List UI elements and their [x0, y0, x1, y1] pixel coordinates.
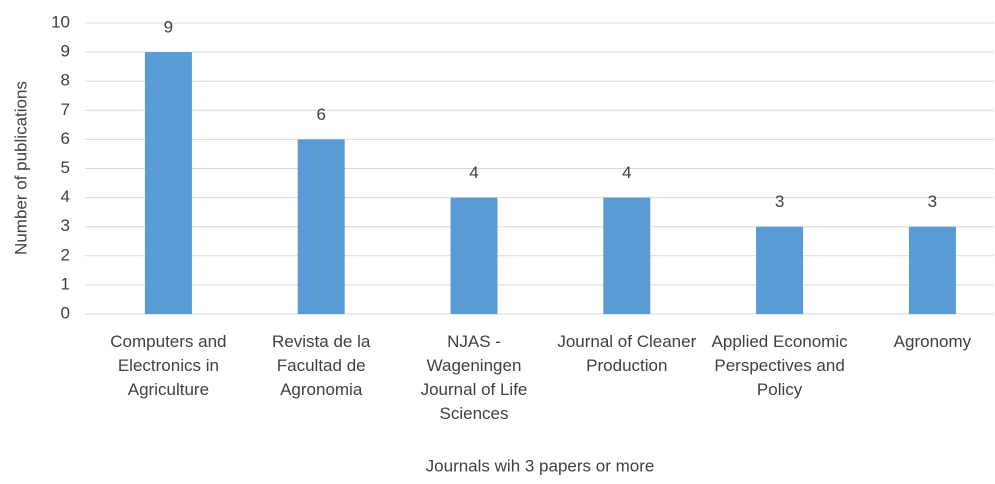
bar: [297, 139, 345, 314]
bar: [603, 197, 651, 314]
x-tick-label: NJAS -Wageningen Journal of Life Sciences: [421, 332, 528, 423]
data-label: 3: [928, 192, 937, 211]
x-axis-title: Journals wih 3 papers or more: [426, 456, 655, 475]
x-tick-label: Revista de la Facultad de Agronomia: [272, 332, 371, 399]
y-tick-label: 7: [61, 100, 70, 119]
x-tick-label: Applied Economic Perspectives and Policy: [712, 332, 849, 399]
bar: [450, 197, 498, 314]
y-tick-label: 3: [61, 216, 70, 235]
y-tick-label: 10: [51, 12, 70, 31]
data-label: 3: [775, 192, 784, 211]
y-tick-label: 0: [61, 303, 70, 322]
y-tick-label: 2: [61, 245, 70, 264]
y-tick-label: 8: [61, 71, 70, 90]
data-label: 6: [316, 105, 325, 124]
y-tick-label: 5: [61, 158, 70, 177]
y-tick-label: 1: [61, 274, 70, 293]
y-tick-label: 6: [61, 129, 70, 148]
y-tick-label: 9: [61, 42, 70, 61]
x-tick-label: Agronomy: [894, 332, 972, 351]
y-tick-label: 4: [61, 187, 70, 206]
data-label: 9: [164, 18, 173, 37]
y-axis-title: Number of publications: [11, 81, 30, 255]
x-tick-label: Journal of Cleaner Production: [557, 332, 696, 375]
bar: [144, 52, 192, 314]
data-label: 4: [622, 163, 631, 182]
x-tick-label: Computers and Electronics in Agriculture: [110, 332, 226, 399]
bar: [908, 226, 956, 314]
bar: [756, 226, 804, 314]
data-label: 4: [469, 163, 478, 182]
